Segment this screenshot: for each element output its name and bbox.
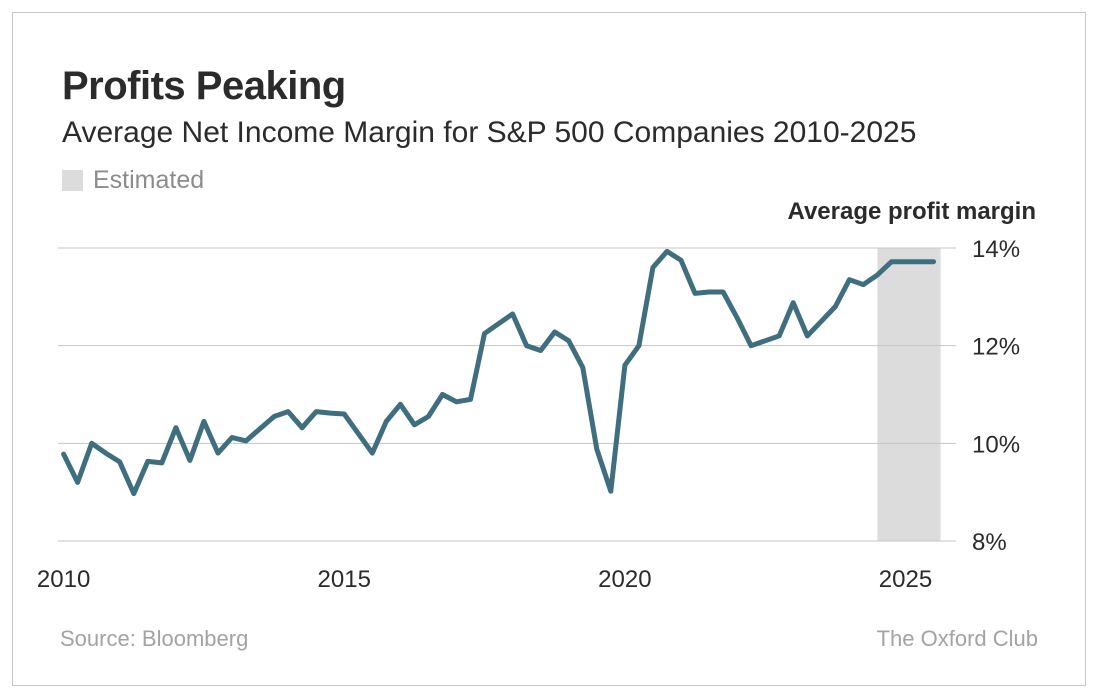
series-line-layer [61,248,936,497]
estimated-band-layer [877,248,941,541]
tick-label-layer: 14% 12% 10% 8% 2010 2015 2020 2025 [37,236,1020,593]
x-tick-label: 2020 [598,566,651,593]
gridline-layer [58,247,956,542]
x-tick-label: 2025 [879,566,932,593]
estimated-legend-swatch [62,170,83,191]
x-tick-label: 2010 [37,566,90,593]
chart-subtitle: Average Net Income Margin for S&P 500 Co… [62,116,917,149]
estimated-shaded-band [877,248,941,541]
source-note: Source: Bloomberg [60,626,249,651]
y-tick-label: 12% [972,334,1020,361]
y-axis-title: Average profit margin [787,198,1037,225]
brand-label: The Oxford Club [876,626,1038,651]
chart-title: Profits Peaking [62,64,346,108]
y-tick-label: 14% [972,236,1020,263]
profit-margin-series-line [61,248,936,497]
legend: Estimated [62,166,204,195]
y-tick-label: 10% [972,431,1020,458]
y-tick-label: 8% [972,529,1007,556]
x-tick-label: 2015 [318,566,371,593]
estimated-legend-label: Estimated [93,166,205,194]
